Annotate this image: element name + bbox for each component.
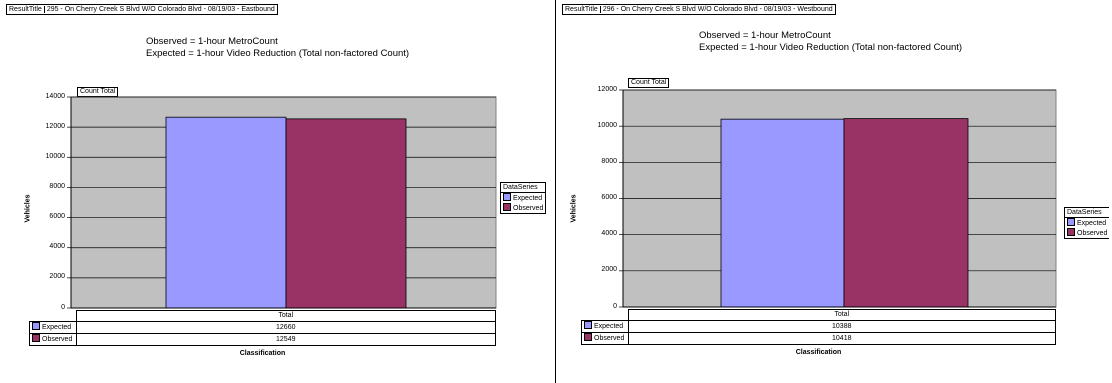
expected-swatch <box>32 322 40 330</box>
series-name: Observed <box>42 336 73 343</box>
y-tick-label: 4000 <box>49 243 65 251</box>
legend-title: DataSeries <box>1065 208 1110 218</box>
subtitle-line-1: Observed = 1-hour MetroCount <box>146 36 278 47</box>
y-tick-label: 0 <box>61 303 65 311</box>
x-axis-label: Classification <box>239 350 286 357</box>
legend-label: Observed <box>513 205 544 212</box>
table-row: Observed 12549 <box>29 333 496 346</box>
chart-plot-westbound <box>619 89 1057 308</box>
chart-plot-eastbound <box>67 96 497 309</box>
expected-swatch <box>503 193 511 201</box>
series-name: Expected <box>42 324 72 331</box>
bar-expected <box>165 116 287 309</box>
table-value: 12660 <box>75 321 496 334</box>
expected-swatch <box>1067 218 1075 226</box>
y-tick-label: 2000 <box>601 266 617 274</box>
subtitle-line-2: Expected = 1-hour Video Reduction (Total… <box>146 48 410 59</box>
table-row: Observed 10418 <box>581 332 1056 345</box>
table-header-row: Total <box>29 310 496 322</box>
y-tick-label: 4000 <box>601 230 617 238</box>
y-tick-label: 6000 <box>601 194 617 201</box>
legend-label: Expected <box>513 195 543 202</box>
bar-observed <box>843 118 969 308</box>
data-table: Total Expected 12660 Observed 12549 <box>29 310 496 346</box>
observed-swatch <box>32 334 40 342</box>
result-title-label: ResultTitle <box>9 6 45 13</box>
category-label: Total <box>627 309 1056 321</box>
table-value: 10388 <box>627 320 1056 333</box>
y-tick-label: 8000 <box>601 157 617 165</box>
y-tick-label: 2000 <box>49 273 65 281</box>
table-value: 10418 <box>627 332 1056 345</box>
result-title-label: ResultTitle <box>565 6 601 13</box>
legend: DataSeries Expected Observed <box>1064 207 1110 239</box>
observed-swatch <box>584 333 592 341</box>
y-tick-label: 8000 <box>49 182 65 190</box>
series-name: Expected <box>594 323 624 330</box>
x-axis-label: Classification <box>795 349 842 356</box>
result-title: ResultTitle 295 - On Cherry Creek S Blvd … <box>6 4 278 15</box>
chart-title: 296 - On Cherry Creek S Blvd W/O Colorad… <box>602 6 833 13</box>
y-tick-label: 14000 <box>45 92 65 100</box>
y-tick-label: 0 <box>613 302 617 310</box>
subtitle-line-1: Observed = 1-hour MetroCount <box>699 30 831 41</box>
subtitle-line-2: Expected = 1-hour Video Reduction (Total… <box>699 42 963 53</box>
legend-label: Expected <box>1077 220 1107 227</box>
y-tick-label: 12000 <box>597 85 617 93</box>
data-table: Total Expected 10388 Observed 10418 <box>581 309 1056 345</box>
y-tick-label: 10000 <box>45 152 65 160</box>
category-label: Total <box>75 310 496 322</box>
table-row: Expected 10388 <box>581 320 1056 333</box>
legend-label: Observed <box>1077 230 1108 237</box>
table-row: Expected 12660 <box>29 321 496 334</box>
table-value: 12549 <box>75 333 496 346</box>
table-header-row: Total <box>581 309 1056 321</box>
observed-swatch <box>1067 228 1075 236</box>
expected-swatch <box>584 321 592 329</box>
series-name: Observed <box>594 335 625 342</box>
count-total-label: Count Total <box>628 78 670 88</box>
observed-swatch <box>503 203 511 211</box>
y-tick-label: 10000 <box>597 121 617 129</box>
chart-panel-eastbound: ResultTitle 295 - On Cherry Creek S Blvd … <box>6 0 556 383</box>
legend-item-observed: Observed <box>1065 228 1109 238</box>
legend-item-expected: Expected <box>1065 218 1109 228</box>
bar-observed <box>285 118 407 309</box>
result-title: ResultTitle 296 - On Cherry Creek S Blvd … <box>562 4 836 15</box>
legend: DataSeries Expected Observed <box>500 182 547 214</box>
legend-item-observed: Observed <box>501 203 545 213</box>
bar-expected <box>720 118 845 308</box>
chart-panel-westbound: ResultTitle 296 - On Cherry Creek S Blvd … <box>556 0 1112 383</box>
chart-title: 295 - On Cherry Creek S Blvd W/O Colorad… <box>46 6 275 13</box>
y-tick-label: 6000 <box>49 213 65 221</box>
legend-title: DataSeries <box>501 183 546 193</box>
legend-item-expected: Expected <box>501 193 545 203</box>
y-tick-label: 12000 <box>45 122 65 130</box>
